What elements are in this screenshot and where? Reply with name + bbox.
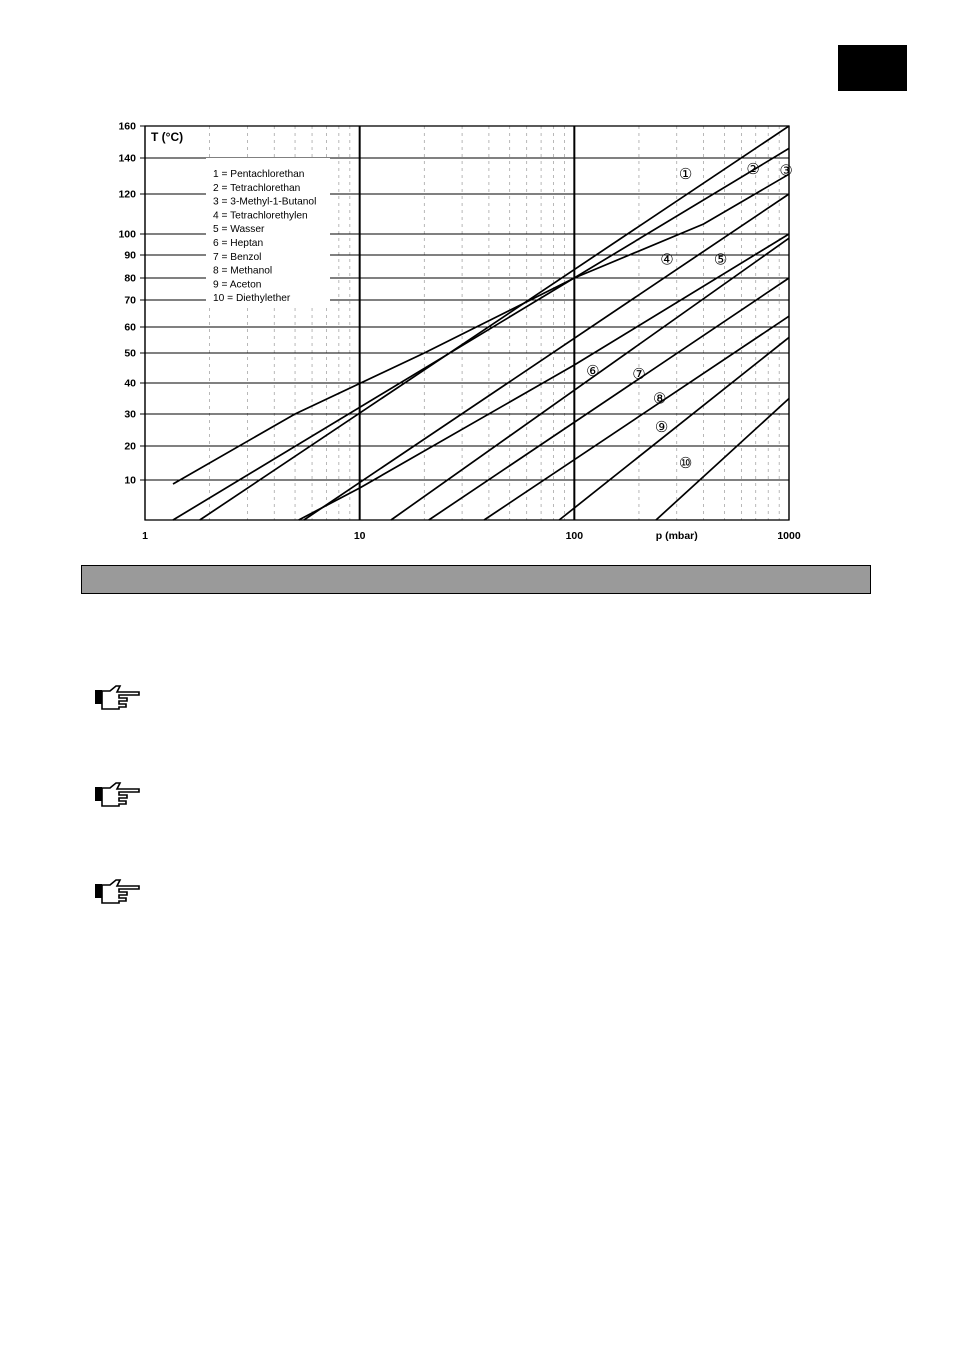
series-line (428, 277, 790, 521)
series-line (558, 336, 790, 521)
section-header-bar (81, 565, 871, 594)
y-tick-label: 120 (118, 189, 136, 201)
series-line (172, 147, 790, 521)
y-tick-label: 100 (118, 229, 136, 241)
x-tick-label: 10 (354, 530, 366, 542)
y-tick-label: 90 (124, 250, 136, 262)
legend-entry: 5 = Wasser (213, 224, 265, 235)
y-tick-label: 40 (124, 378, 136, 390)
legend-entry: 6 = Heptan (213, 238, 263, 249)
y-tick-label: 160 (118, 121, 136, 133)
series-line (655, 397, 790, 521)
y-tick-label: 10 (124, 475, 136, 487)
pointing-hand-icon (95, 782, 140, 807)
y-tick-label: 20 (124, 441, 136, 453)
y-axis-title: T (°C) (151, 130, 183, 144)
vapor-pressure-chart: 10 20 30 40 50 60 70 80 90 100 120 140 160 1 10 100 1000… (118, 121, 801, 543)
legend-entry: 2 = Tetrachlorethan (213, 183, 300, 194)
y-tick-label: 140 (118, 153, 136, 165)
legend-entry: 9 = Aceton (213, 279, 261, 290)
y-tick-label: 30 (124, 409, 136, 421)
series-marker-label: ① (679, 166, 692, 183)
page-corner-tab (838, 45, 907, 91)
legend-entry: 8 = Methanol (213, 266, 272, 277)
x-axis-title: p (mbar) (656, 530, 698, 542)
series-marker-label: ⑨ (655, 419, 668, 436)
legend-entry: 1 = Pentachlorethan (213, 169, 304, 180)
series-marker-label: ⑥ (586, 363, 599, 380)
legend-entry: 7 = Benzol (213, 252, 261, 263)
x-tick-label: 1 (142, 530, 148, 542)
series-marker-label: ⑧ (653, 391, 666, 408)
series-line (390, 237, 790, 521)
legend-entry: 10 = Diethylether (213, 293, 291, 304)
legend-entry: 4 = Tetrachlorethylen (213, 210, 308, 221)
series-line (172, 173, 790, 485)
series-marker-label: ③ (779, 163, 792, 180)
y-tick-label: 80 (124, 273, 136, 285)
legend-entry: 3 = 3-Methyl-1-Butanol (213, 197, 316, 208)
series-line (298, 233, 790, 521)
y-tick-label: 60 (124, 322, 136, 334)
series-line (483, 315, 790, 521)
series-marker-label: ⑩ (679, 455, 692, 472)
y-tick-label: 50 (124, 348, 136, 360)
series-line (303, 193, 790, 521)
x-tick-label: 100 (566, 530, 584, 542)
plot-frame (144, 125, 790, 521)
series-line (199, 125, 790, 521)
series-marker-label: ⑤ (714, 252, 727, 269)
series-marker-label: ⑦ (632, 366, 645, 383)
pointing-hand-icon (95, 879, 140, 904)
series-marker-label: ④ (660, 252, 673, 269)
legend-box (206, 158, 330, 306)
y-tick-label: 70 (124, 295, 136, 307)
pointing-hand-icon (95, 685, 140, 710)
x-tick-label: 1000 (777, 530, 801, 542)
series-marker-label: ② (746, 161, 759, 178)
